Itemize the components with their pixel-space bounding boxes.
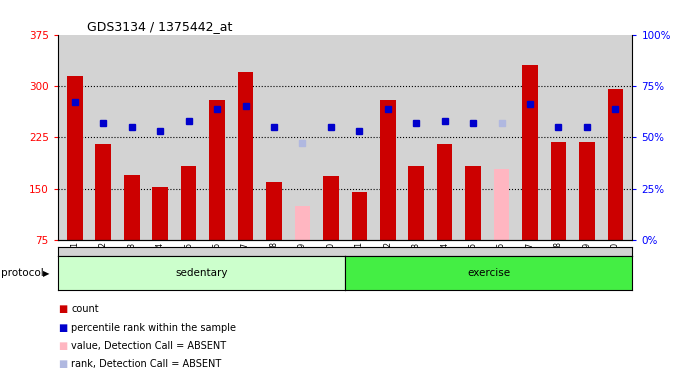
Text: exercise: exercise	[467, 268, 510, 278]
Text: rank, Detection Call = ABSENT: rank, Detection Call = ABSENT	[71, 359, 222, 369]
Text: ■: ■	[58, 304, 67, 314]
Text: ■: ■	[58, 323, 67, 333]
Bar	[67, 76, 83, 240]
Bar	[522, 65, 538, 240]
Bar	[437, 144, 452, 240]
Bar	[209, 99, 225, 240]
Text: ■: ■	[58, 341, 67, 351]
Bar	[95, 144, 111, 240]
Bar	[294, 206, 310, 240]
Bar	[266, 182, 282, 240]
Bar	[152, 187, 168, 240]
Text: GDS3134 / 1375442_at: GDS3134 / 1375442_at	[86, 20, 232, 33]
Text: sedentary: sedentary	[175, 268, 228, 278]
Bar	[352, 192, 367, 240]
Bar	[607, 89, 623, 240]
Text: ▶: ▶	[43, 268, 50, 278]
Bar	[579, 142, 595, 240]
Bar	[409, 166, 424, 240]
Bar	[494, 169, 509, 240]
Text: protocol: protocol	[1, 268, 44, 278]
Bar	[465, 166, 481, 240]
Bar	[124, 175, 139, 240]
Bar	[323, 176, 339, 240]
Text: count: count	[71, 304, 99, 314]
Text: percentile rank within the sample: percentile rank within the sample	[71, 323, 237, 333]
Bar	[380, 99, 396, 240]
Text: ■: ■	[58, 359, 67, 369]
Bar	[181, 166, 197, 240]
Bar	[551, 142, 566, 240]
Text: value, Detection Call = ABSENT: value, Detection Call = ABSENT	[71, 341, 226, 351]
Bar	[238, 72, 254, 240]
